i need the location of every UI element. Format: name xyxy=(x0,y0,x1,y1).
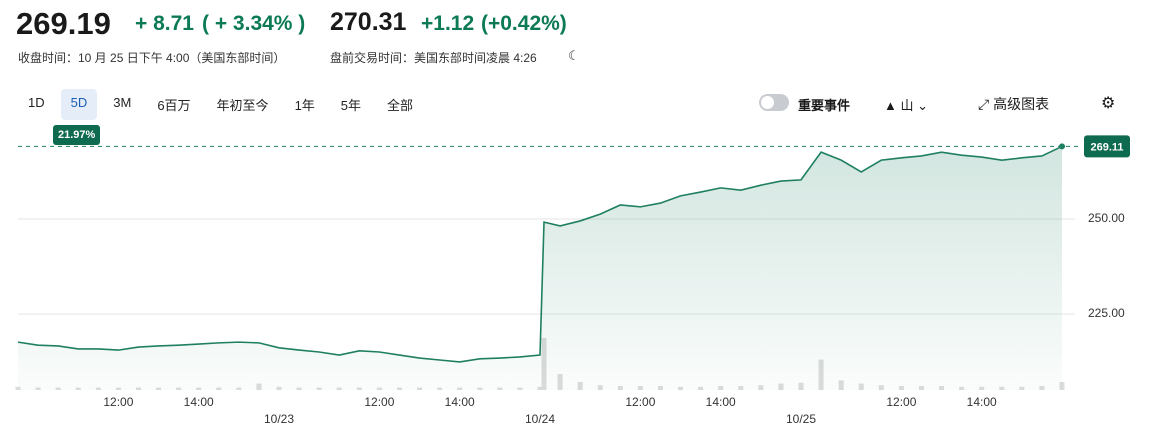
x-tick-label: 12:00 xyxy=(625,395,655,409)
y-tick-label: 225.00 xyxy=(1088,306,1125,320)
close-time: 收盘时间：10 月 25 日下午 4:00（美国东部时间） xyxy=(18,51,286,65)
range-tab[interactable]: 6百万 xyxy=(157,98,191,113)
range-tab[interactable]: 全部 xyxy=(387,98,414,113)
toggle[interactable] xyxy=(759,94,789,111)
change-pct: ( + 3.34% ) xyxy=(202,12,306,35)
x-tick-label: 12:00 xyxy=(103,395,133,409)
pre-change: +1.12 xyxy=(421,12,475,35)
range-tabs: 1D 5D 3M 6百万 年初至今 1年 5年 全部 xyxy=(18,89,429,120)
x-tick-label: 12:00 xyxy=(886,395,916,409)
x-date-label: 10/24 xyxy=(525,412,555,426)
pre-change-pct: (+0.42%) xyxy=(481,12,567,35)
x-tick-label: 14:00 xyxy=(445,395,475,409)
x-date-label: 10/23 xyxy=(264,412,294,426)
chart-style[interactable]: ▲ 山 ⌄ xyxy=(884,98,929,113)
last-price-label: 269.11 xyxy=(1090,141,1123,153)
area xyxy=(18,146,1062,390)
range-tab[interactable]: 1年 xyxy=(294,98,315,113)
advanced-label: 高级图表 xyxy=(993,96,1050,112)
events-label[interactable]: 重要事件 xyxy=(798,98,851,113)
chart-style-label: 山 xyxy=(900,98,914,113)
moon-icon: ☾ xyxy=(568,48,580,63)
change: + 8.71 xyxy=(135,12,194,35)
range-tab[interactable]: 5D xyxy=(60,89,98,120)
price-line xyxy=(17,145,1063,363)
x-tick-label: 14:00 xyxy=(967,395,997,409)
range-tab[interactable]: 年初至今 xyxy=(216,98,269,113)
badge: 21.97% xyxy=(53,125,101,145)
y-tick-label: 250.00 xyxy=(1088,211,1125,225)
range-tab[interactable]: 5年 xyxy=(340,98,362,113)
pre-time: 盘前交易时间：美国东部时间凌晨 4:26 xyxy=(330,51,537,65)
range-tab[interactable]: 3M xyxy=(113,95,132,110)
x-date-label: 10/25 xyxy=(786,412,816,426)
last-price-box xyxy=(1084,135,1130,158)
x-tick-label: 14:00 xyxy=(706,395,736,409)
x-tick-label: 14:00 xyxy=(184,395,214,409)
x-tick-label: 12:00 xyxy=(364,395,394,409)
range-tab[interactable]: 1D xyxy=(28,95,45,110)
settings-icon[interactable]: ⚙ xyxy=(1101,95,1116,112)
pre-price: 270.31 xyxy=(330,8,407,36)
advanced[interactable]: ⤢ 高级图表 xyxy=(978,96,1050,112)
price: 269.19 xyxy=(16,6,111,41)
